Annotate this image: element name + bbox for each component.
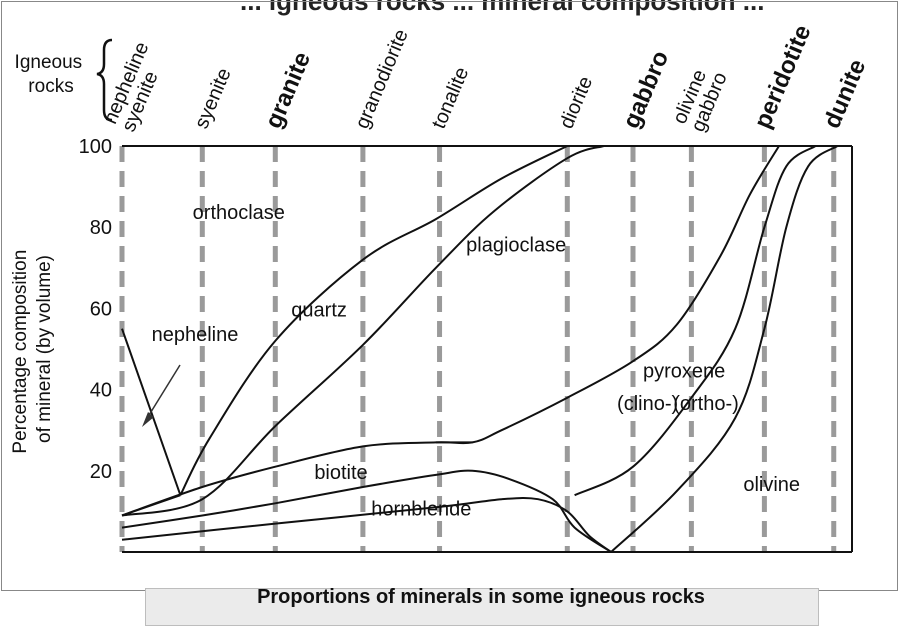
boundary-biotite-hornblende: [121, 469, 612, 553]
y-tick-40: 40: [90, 380, 112, 402]
rock-label-gabbro: gabbro: [618, 47, 675, 132]
y-tick-20: 20: [90, 461, 112, 483]
rock-label-dunite: dunite: [818, 56, 871, 133]
boundary-hornblende-lower: [121, 496, 612, 553]
boundary-orthoclase-quartz: [179, 145, 568, 496]
region-label-plagioclase: plagioclase: [466, 235, 566, 257]
nepheline-arrow: [142, 364, 181, 427]
boundary-pyroxene-olivine: [610, 145, 838, 553]
rock-label-nepheline-syenite: nephelinesyenite: [99, 39, 172, 135]
chart-title: Proportions of minerals in some igneous …: [257, 586, 705, 608]
boundary-plagioclase-pyroxene: [121, 145, 780, 517]
group-label: Igneous rocks: [15, 52, 88, 97]
region-label-orthoclase: orthoclase: [193, 202, 285, 224]
y-axis-label: Percentage composition of mineral (by vo…: [10, 244, 55, 453]
rock-label-tonalite: tonalite: [428, 64, 473, 132]
rock-label-olivine-gabbro: olivinegabbro: [669, 61, 732, 135]
boundary-quartz-plagioclase: [121, 145, 605, 517]
rock-label-granite: granite: [260, 48, 316, 132]
region-label-nepheline: nepheline: [152, 324, 239, 346]
mineral-composition-chart: Igneous rocks Percentage composition of …: [1, 1, 898, 591]
rock-label-diorite: diorite: [556, 73, 598, 132]
region-label-pyroxene: pyroxene: [643, 360, 725, 382]
region-label-ortho: (ortho-): [673, 393, 739, 415]
region-label-hornblende: hornblende: [371, 498, 471, 520]
rock-label-syenite: syenite: [191, 65, 236, 132]
rock-label-peridotite: peridotite: [749, 21, 817, 132]
y-tick-60: 60: [90, 298, 112, 320]
group-brace: [96, 38, 113, 122]
region-label-quartz: quartz: [291, 300, 347, 322]
y-tick-80: 80: [90, 217, 112, 239]
y-tick-100: 100: [79, 136, 112, 158]
region-label-biotite: biotite: [314, 462, 367, 484]
region-label-clino: (clino-): [617, 393, 678, 415]
rock-label-granodiorite: granodiorite: [351, 26, 413, 132]
cut-off-heading: ... igneous rocks ... mineral compositio…: [240, 0, 765, 16]
boundary-clino-ortho-pyroxene: [574, 145, 817, 497]
region-label-olivine: olivine: [743, 474, 800, 496]
